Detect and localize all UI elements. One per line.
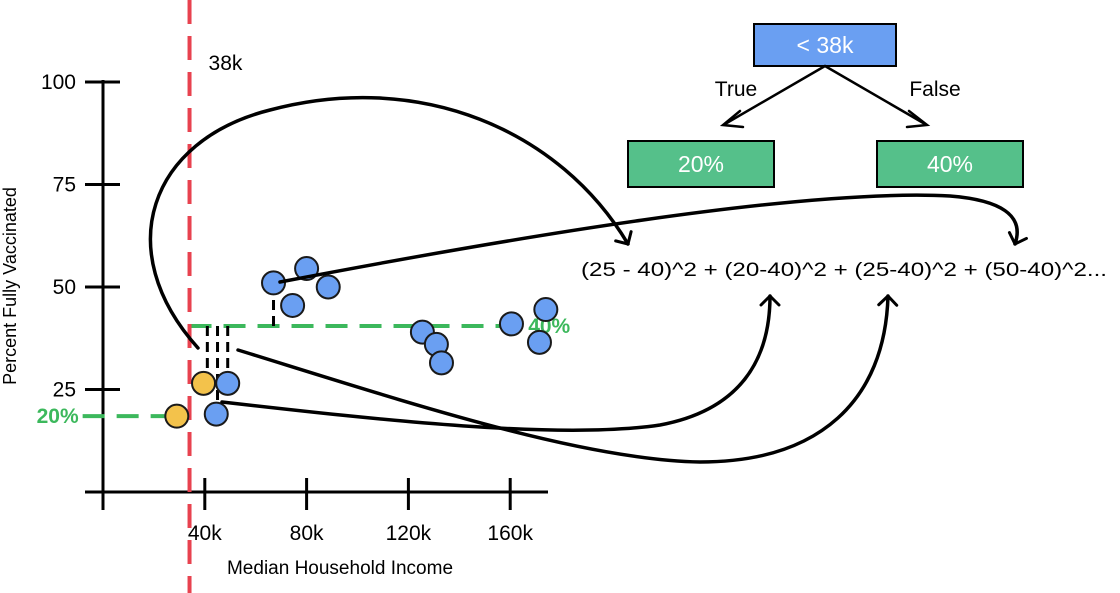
- data-point: [191, 370, 217, 396]
- arrow-point25-to-term3: [236, 294, 899, 464]
- tree-false-label: False: [909, 78, 960, 101]
- y-tick-label: 50: [53, 276, 76, 299]
- plot-axes: 40k 80k 120k 160k 25 50 75 100 Median Househol…: [0, 71, 548, 579]
- residual-lines: [205, 282, 276, 415]
- sse-formula: (25 - 40)^2 + (20-40)^2 + (25-40)^2 + (5…: [581, 259, 1107, 281]
- x-tick-label: 160k: [487, 522, 533, 545]
- x-tick-label: 120k: [386, 522, 432, 545]
- tree-leaf-false-label: 40%: [927, 151, 973, 177]
- x-tick-label: 40k: [188, 522, 222, 545]
- tree-leaf-true: 20%: [627, 140, 775, 188]
- y-axis-label: Percent Fully Vaccinated: [0, 187, 20, 385]
- data-point: [498, 311, 524, 337]
- tree-branches: [719, 64, 931, 129]
- data-point: [533, 297, 559, 323]
- data-point: [280, 292, 306, 318]
- data-point: [164, 403, 190, 429]
- data-point: [261, 270, 287, 296]
- x-ticks: 40k 80k 120k 160k: [188, 478, 533, 545]
- tree-leaf-true-label: 20%: [678, 151, 724, 177]
- threshold-group: 38k: [187, 0, 243, 593]
- y-tick-label: 25: [53, 379, 76, 402]
- tree-true-label: True: [715, 78, 757, 101]
- data-point: [215, 370, 241, 396]
- arrow-point50-to-term4: [278, 193, 1028, 284]
- y-ticks: 25 50 75 100: [41, 71, 120, 402]
- data-point: [315, 274, 341, 300]
- tree-root-label: < 38k: [797, 32, 854, 58]
- data-point: [428, 350, 454, 376]
- connector-arrows: [148, 95, 1028, 464]
- x-tick-label: 80k: [290, 522, 324, 545]
- y-tick-label: 75: [53, 174, 76, 197]
- data-point: [203, 401, 229, 427]
- mean-line-label: 20%: [37, 405, 79, 428]
- arrow-yellow-to-term1: [148, 95, 633, 350]
- threshold-label: 38k: [209, 52, 243, 75]
- tree-root-node: < 38k: [753, 23, 897, 67]
- y-tick-label: 100: [41, 71, 76, 94]
- tree-leaf-false: 40%: [876, 140, 1024, 188]
- data-point: [526, 329, 552, 355]
- scatter-points: [164, 256, 559, 429]
- arrow-point20-to-term2: [220, 294, 781, 432]
- x-axis-label: Median Household Income: [227, 558, 453, 579]
